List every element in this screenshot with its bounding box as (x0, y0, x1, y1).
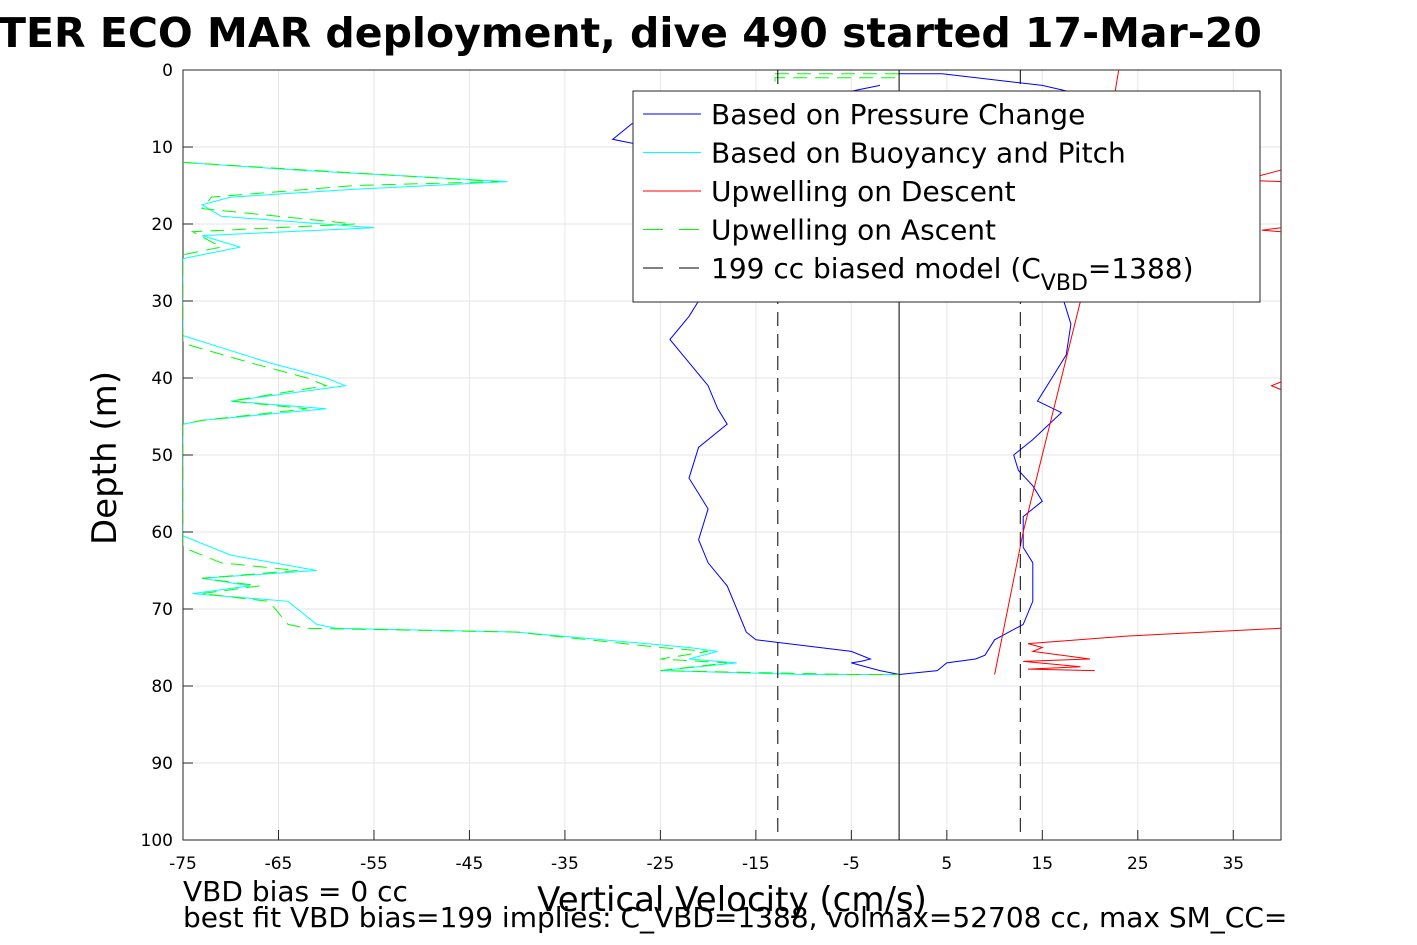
y-tick-label: 10 (151, 138, 173, 158)
y-tick-label: 80 (151, 677, 173, 697)
series-line-upwelling-on-descent (1261, 227, 1281, 233)
series-line-upwelling-on-descent (1023, 627, 1281, 672)
chart-title: TER ECO MAR deployment, dive 490 started… (0, 9, 1262, 57)
footer-best-fit: best fit VBD bias=199 implies: C_VBD=138… (183, 901, 1288, 934)
x-tick-label: -15 (742, 854, 770, 874)
y-tick-label: 70 (151, 600, 173, 620)
y-axis-label: Depth (m) (85, 371, 125, 545)
legend-label: 199 cc biased model (CVBD=1388) (711, 252, 1194, 296)
series-line-based-on-buoyancy-and-pitch (183, 161, 900, 675)
y-tick-label: 30 (151, 292, 173, 312)
x-tick-label: -55 (360, 854, 388, 874)
x-tick-label: -25 (647, 854, 675, 874)
x-tick-label: 15 (1031, 854, 1053, 874)
y-tick-label: 90 (151, 754, 173, 774)
x-tick-label: -65 (265, 854, 293, 874)
y-tick-label: 60 (151, 523, 173, 543)
legend-box (632, 90, 1261, 303)
series-line-upwelling-on-ascent (774, 73, 900, 90)
x-tick-label: 25 (1127, 854, 1149, 874)
series-line-upwelling-on-descent (1270, 381, 1281, 391)
x-tick-label: -35 (551, 854, 579, 874)
x-tick-label: -45 (456, 854, 484, 874)
x-axis-label: Vertical Velocity (cm/s) (537, 880, 927, 920)
x-tick-label: -75 (169, 854, 197, 874)
x-tick-label: 5 (941, 854, 952, 874)
legend-label: Based on Buoyancy and Pitch (711, 137, 1126, 170)
series-line-based-on-pressure-change (611, 73, 1111, 676)
y-tick-label: 40 (151, 369, 173, 389)
y-tick-label: 20 (151, 215, 173, 235)
axis-ticks: -75 -65 -55 -45 -35 -25 -15 -5 5 15 25 350102030405… (141, 61, 1245, 874)
legend: Based on Pressure Change Based on Buoyanc… (632, 90, 1261, 303)
x-tick-label: -5 (843, 854, 860, 874)
legend-label: Upwelling on Descent (711, 175, 1016, 208)
y-tick-label: 0 (162, 61, 173, 81)
y-tick-label: 50 (151, 446, 173, 466)
legend-label: Upwelling on Ascent (711, 214, 996, 247)
y-tick-label: 100 (141, 831, 173, 851)
legend-label: Based on Pressure Change (711, 98, 1085, 131)
footer-vbd-bias: VBD bias = 0 cc (183, 875, 408, 908)
x-tick-label: 35 (1222, 854, 1244, 874)
